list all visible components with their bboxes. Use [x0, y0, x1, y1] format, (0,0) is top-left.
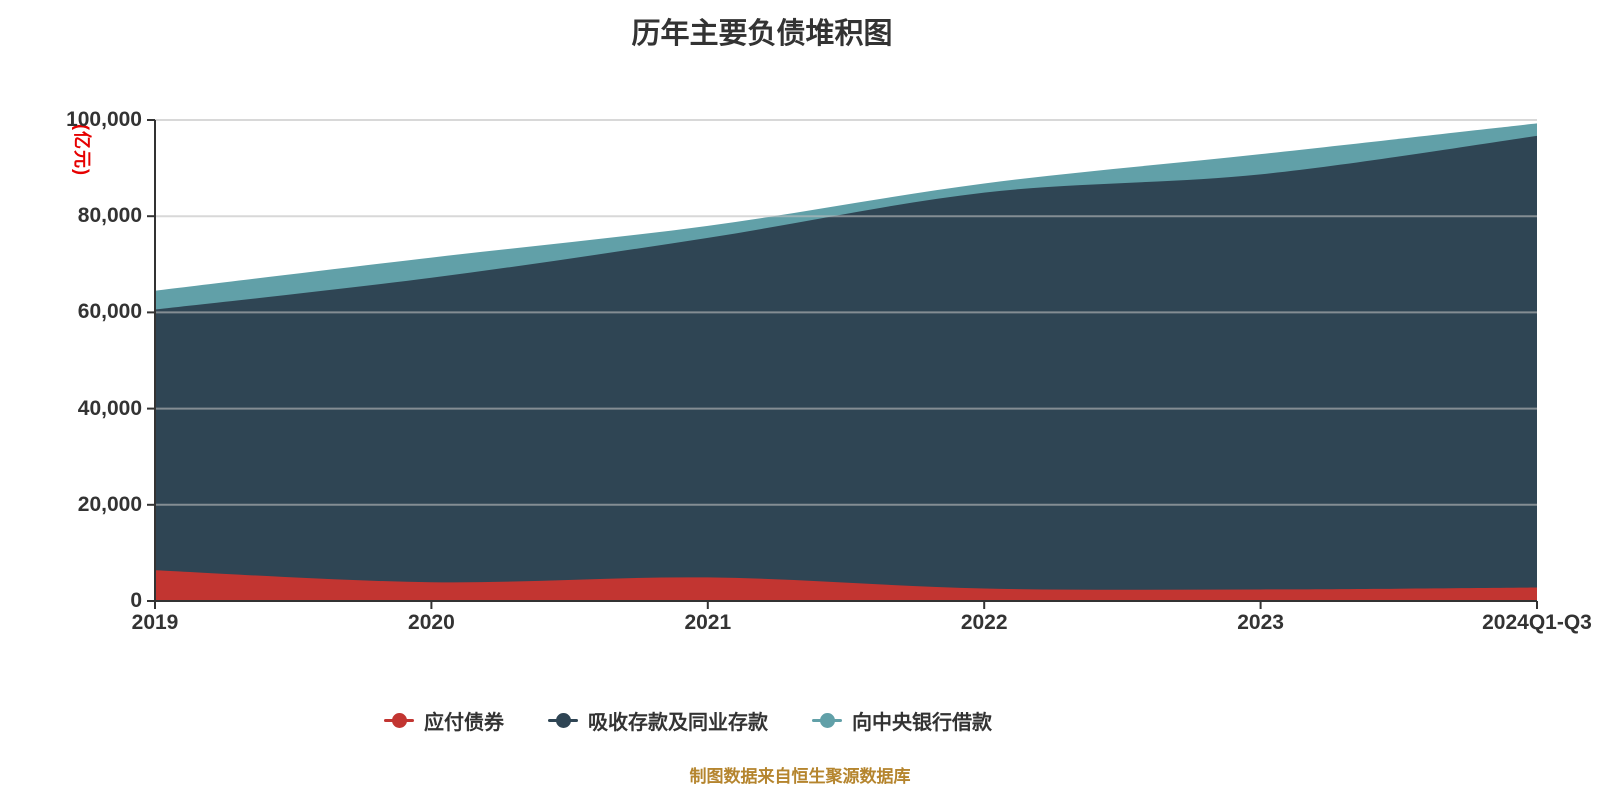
legend-item-1[interactable]: 吸收存款及同业存款 [548, 706, 768, 735]
y-axis-label: 40,000 [77, 396, 142, 420]
legend-item-0[interactable]: 应付债券 [384, 706, 504, 735]
y-axis-label: 20,000 [77, 492, 142, 516]
legend-line-dot-icon [812, 713, 842, 729]
y-axis-label: 80,000 [77, 204, 142, 228]
x-axis-label: 2021 [684, 611, 732, 634]
y-axis-label: 60,000 [77, 300, 142, 324]
x-axis-label: 2024Q1-Q3 [1482, 611, 1592, 634]
chart-caption: 制图数据来自恒生聚源数据库 [689, 767, 911, 786]
x-axis-label: 2019 [131, 611, 179, 634]
legend-item-2[interactable]: 向中央银行借款 [812, 706, 992, 735]
area-series-0 [155, 570, 1537, 601]
area-series-1 [155, 135, 1537, 602]
legend-label: 向中央银行借款 [852, 712, 992, 734]
legend-label: 吸收存款及同业存款 [588, 712, 768, 734]
legend-line-dot-icon [548, 713, 578, 729]
y-axis-label: 0 [130, 589, 142, 612]
x-axis-label: 2023 [1237, 611, 1284, 634]
x-axis-label: 2020 [408, 611, 455, 634]
legend-label: 应付债券 [424, 712, 504, 734]
y-axis-label: 100,000 [66, 108, 142, 131]
x-axis-label: 2022 [960, 611, 1008, 634]
chart-legend: 应付债券 吸收存款及同业存款 向中央银行借款 [384, 706, 992, 735]
chart-title: 历年主要负债堆积图 [631, 18, 893, 50]
legend-line-dot-icon [384, 713, 414, 729]
